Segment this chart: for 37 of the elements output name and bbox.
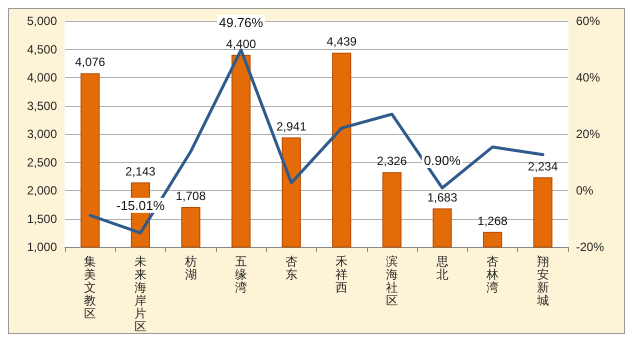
data-label: 1,708 (176, 189, 206, 203)
data-label: 2,326 (376, 154, 408, 168)
y-tick-label: 4,500 (26, 42, 58, 56)
x-tick-label: 未来海岸片区 (134, 254, 146, 334)
data-label: 2,941 (276, 119, 307, 134)
y2-tick-label: 20% (576, 127, 600, 141)
y2-tick-label: 60% (576, 14, 600, 28)
x-tick-label: 翔安新城 (536, 254, 549, 308)
y2-tick-label: 0% (576, 184, 594, 198)
y-tick-label: 4,000 (26, 70, 58, 84)
data-label: 0.90% (424, 152, 462, 168)
data-label: 4,400 (226, 36, 256, 51)
data-label: 2,234 (528, 159, 558, 174)
x-tick-label: 五缘湾 (235, 254, 248, 294)
y-tick-label: 1,000 (26, 240, 58, 254)
x-tick-label: 杏东 (285, 254, 298, 282)
data-label: 4,076 (75, 55, 106, 70)
x-tick-label: 枋湖 (184, 254, 197, 282)
y-tick-label: 5,000 (26, 14, 58, 28)
x-tick-label: 集美文教区 (84, 254, 96, 320)
data-label: 1,683 (427, 190, 458, 204)
y2-tick-label: -20% (576, 240, 604, 254)
y-tick-label: 2,500 (26, 155, 58, 170)
x-tick-label: 滨海社区 (386, 254, 398, 308)
y-tick-label: 3,500 (26, 98, 58, 113)
y2-tick-label: 40% (576, 70, 600, 84)
data-label: -15.01% (116, 198, 166, 213)
data-label: 1,268 (478, 214, 508, 228)
data-label: 4,439 (326, 34, 357, 49)
x-tick-label: 禾祥西 (336, 254, 348, 294)
data-label: 49.76% (219, 14, 264, 30)
x-tick-label: 杏林湾 (486, 254, 499, 294)
data-label: 2,143 (125, 164, 156, 178)
x-tick-label: 思北 (435, 254, 448, 282)
y-tick-label: 1,500 (26, 212, 58, 226)
y-tick-label: 2,000 (26, 184, 58, 198)
y-tick-label: 3,000 (26, 127, 58, 141)
